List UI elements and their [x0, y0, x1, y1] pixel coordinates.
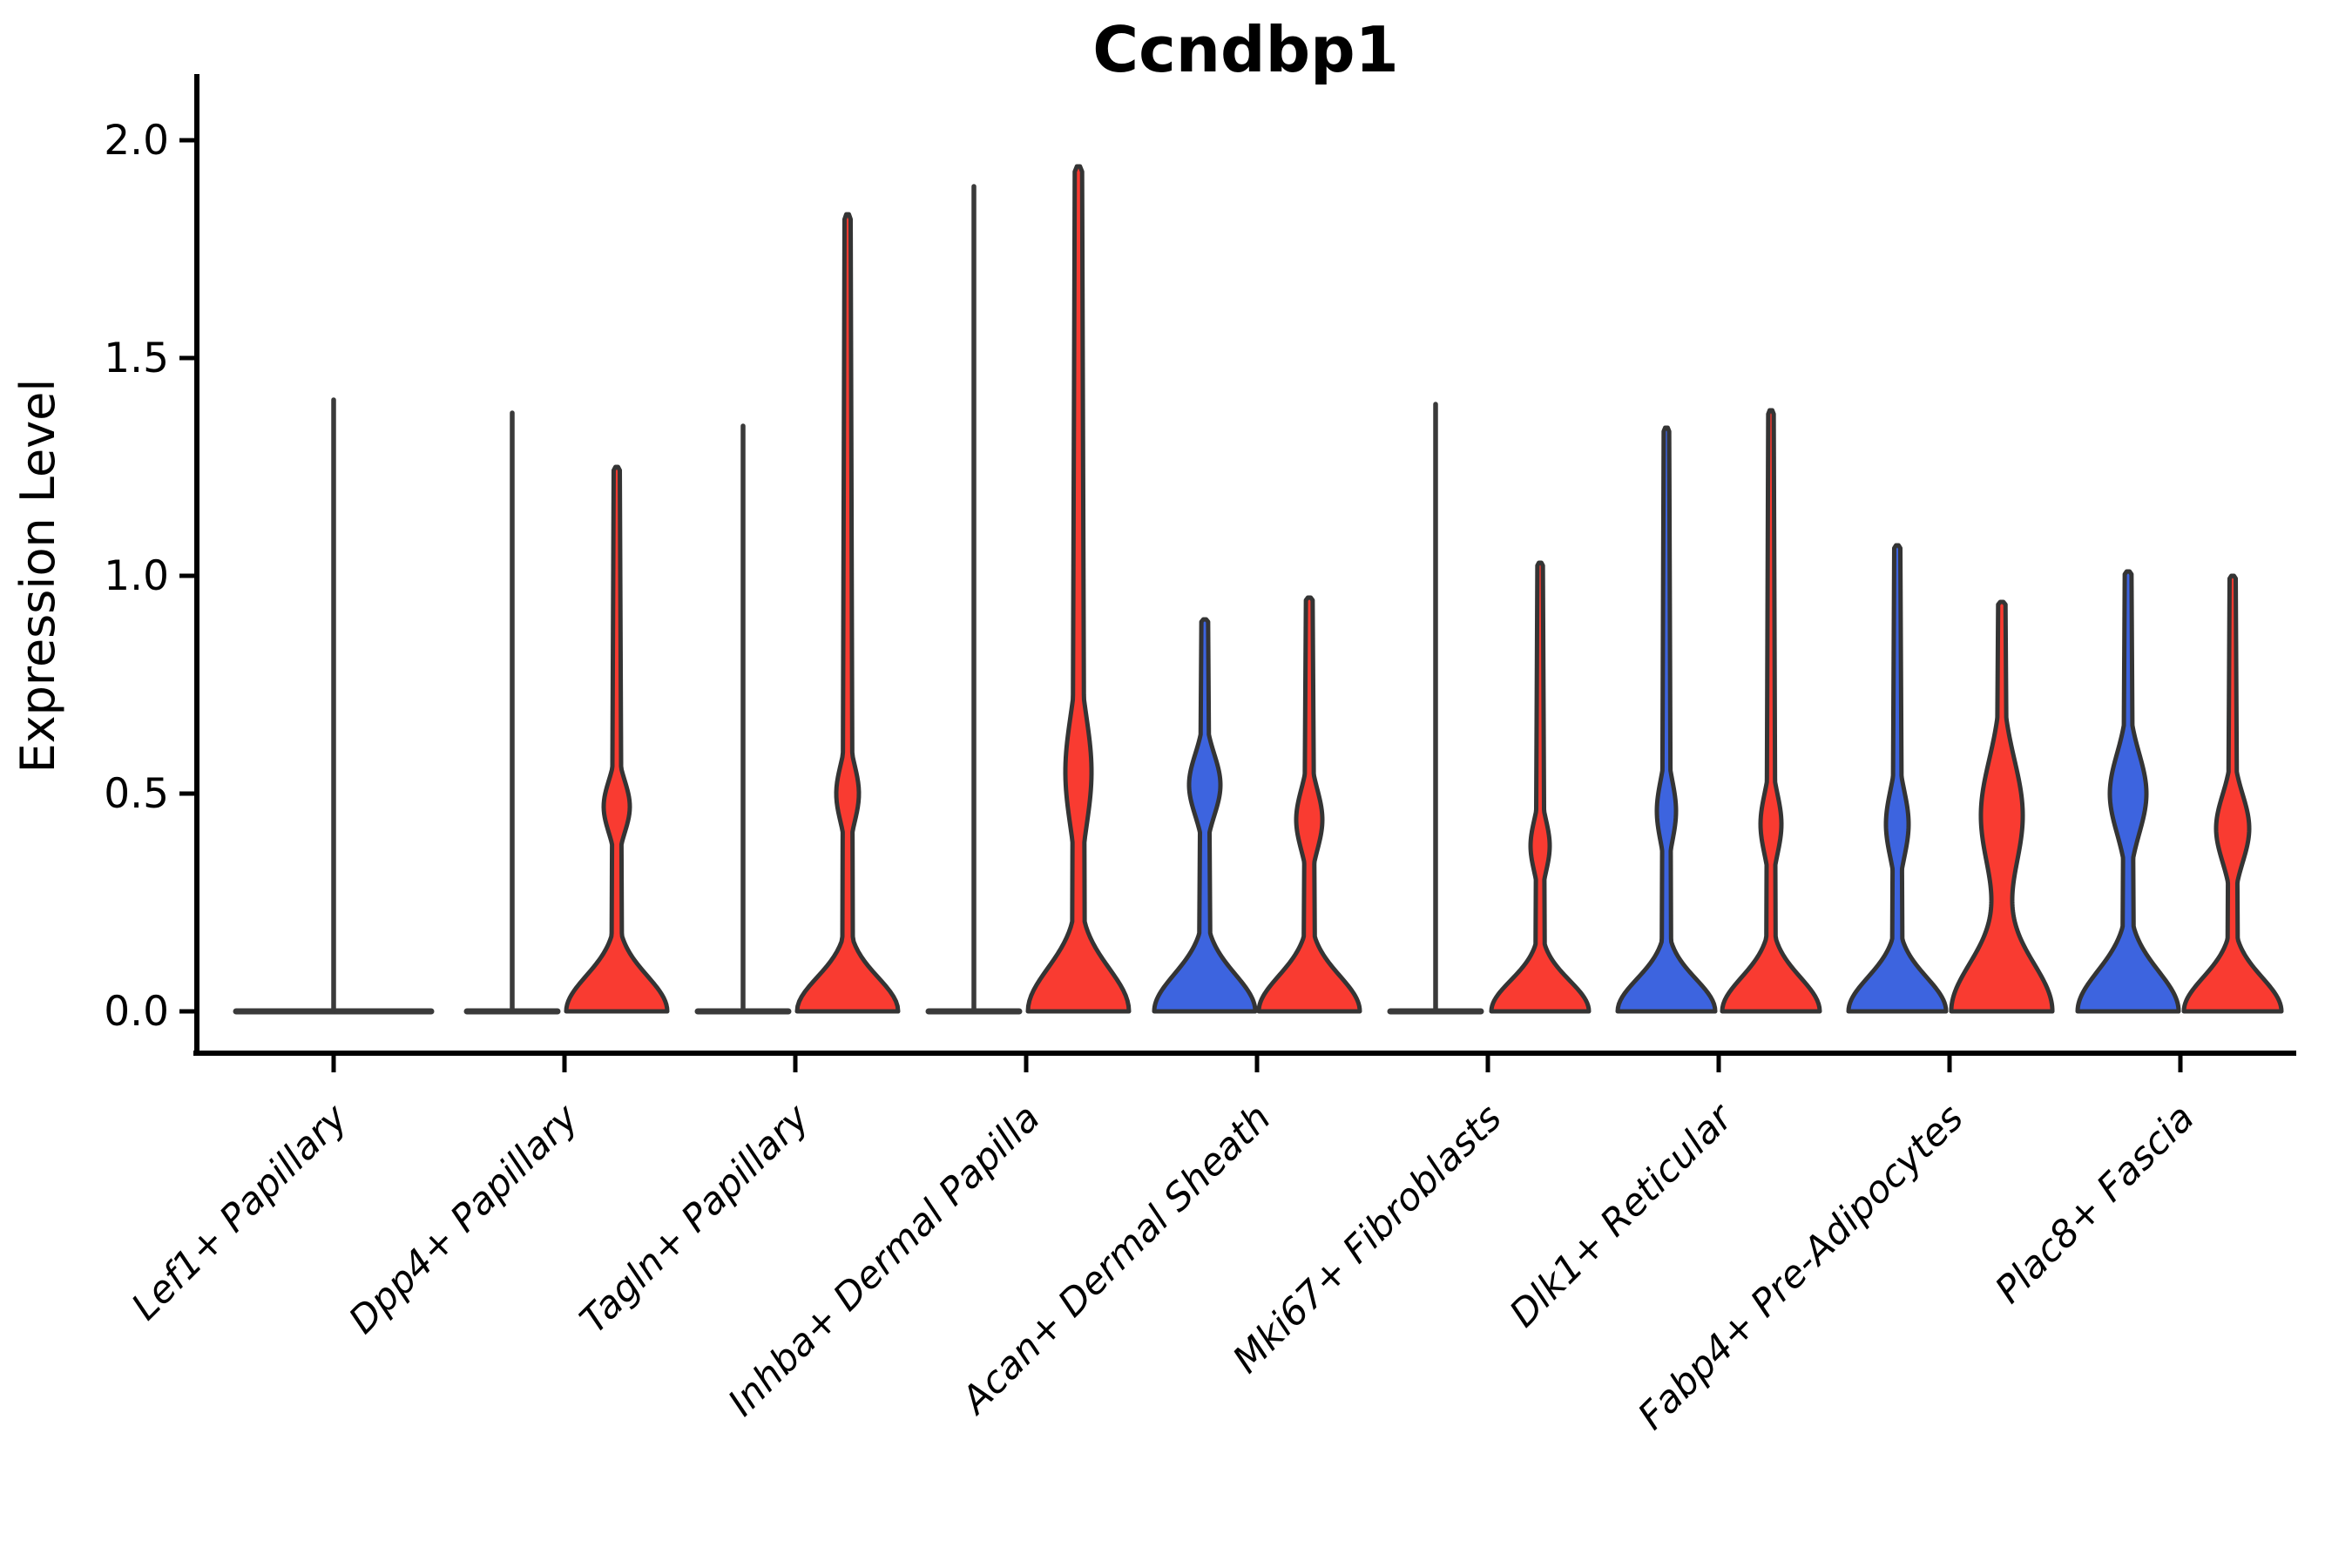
x-axis-category-label: Lef1+ Papillary	[124, 1096, 356, 1328]
violin-7-right	[1949, 599, 2055, 1014]
violin-8-left	[2075, 569, 2181, 1014]
violin-3-right	[1025, 164, 1132, 1014]
violin-1-right	[564, 464, 670, 1014]
x-axis-category-label: Mki67+ Fibroblasts	[1225, 1096, 1511, 1382]
violins-layer	[233, 164, 2284, 1015]
y-tick-label: 0.0	[104, 988, 169, 1036]
violin-8-right	[2181, 573, 2284, 1014]
y-tick-label: 1.0	[104, 552, 169, 600]
violin-4-left	[1152, 617, 1258, 1014]
x-axis-category-label: Tagln+ Papillary	[572, 1096, 819, 1342]
y-tick-label: 0.5	[104, 770, 169, 818]
x-axis-category-label: Dpp4+ Papillary	[341, 1096, 587, 1342]
y-tick-label: 2.0	[104, 117, 169, 165]
x-axis-category-label: Dlk1+ Reticular	[1502, 1095, 1743, 1336]
y-axis-label: Expression Level	[10, 379, 65, 774]
y-tick-label: 1.5	[104, 335, 169, 382]
violin-7-left	[1846, 543, 1949, 1014]
violin-5-right	[1489, 560, 1592, 1014]
violin-6-right	[1720, 408, 1822, 1014]
chart-title: Ccndbp1	[1092, 13, 1399, 86]
violin-2-right	[794, 212, 901, 1014]
violin-4-right	[1256, 595, 1362, 1014]
violin-6-left	[1615, 425, 1718, 1014]
x-axis-category-label: Plac8+ Fascia	[1987, 1096, 2203, 1312]
